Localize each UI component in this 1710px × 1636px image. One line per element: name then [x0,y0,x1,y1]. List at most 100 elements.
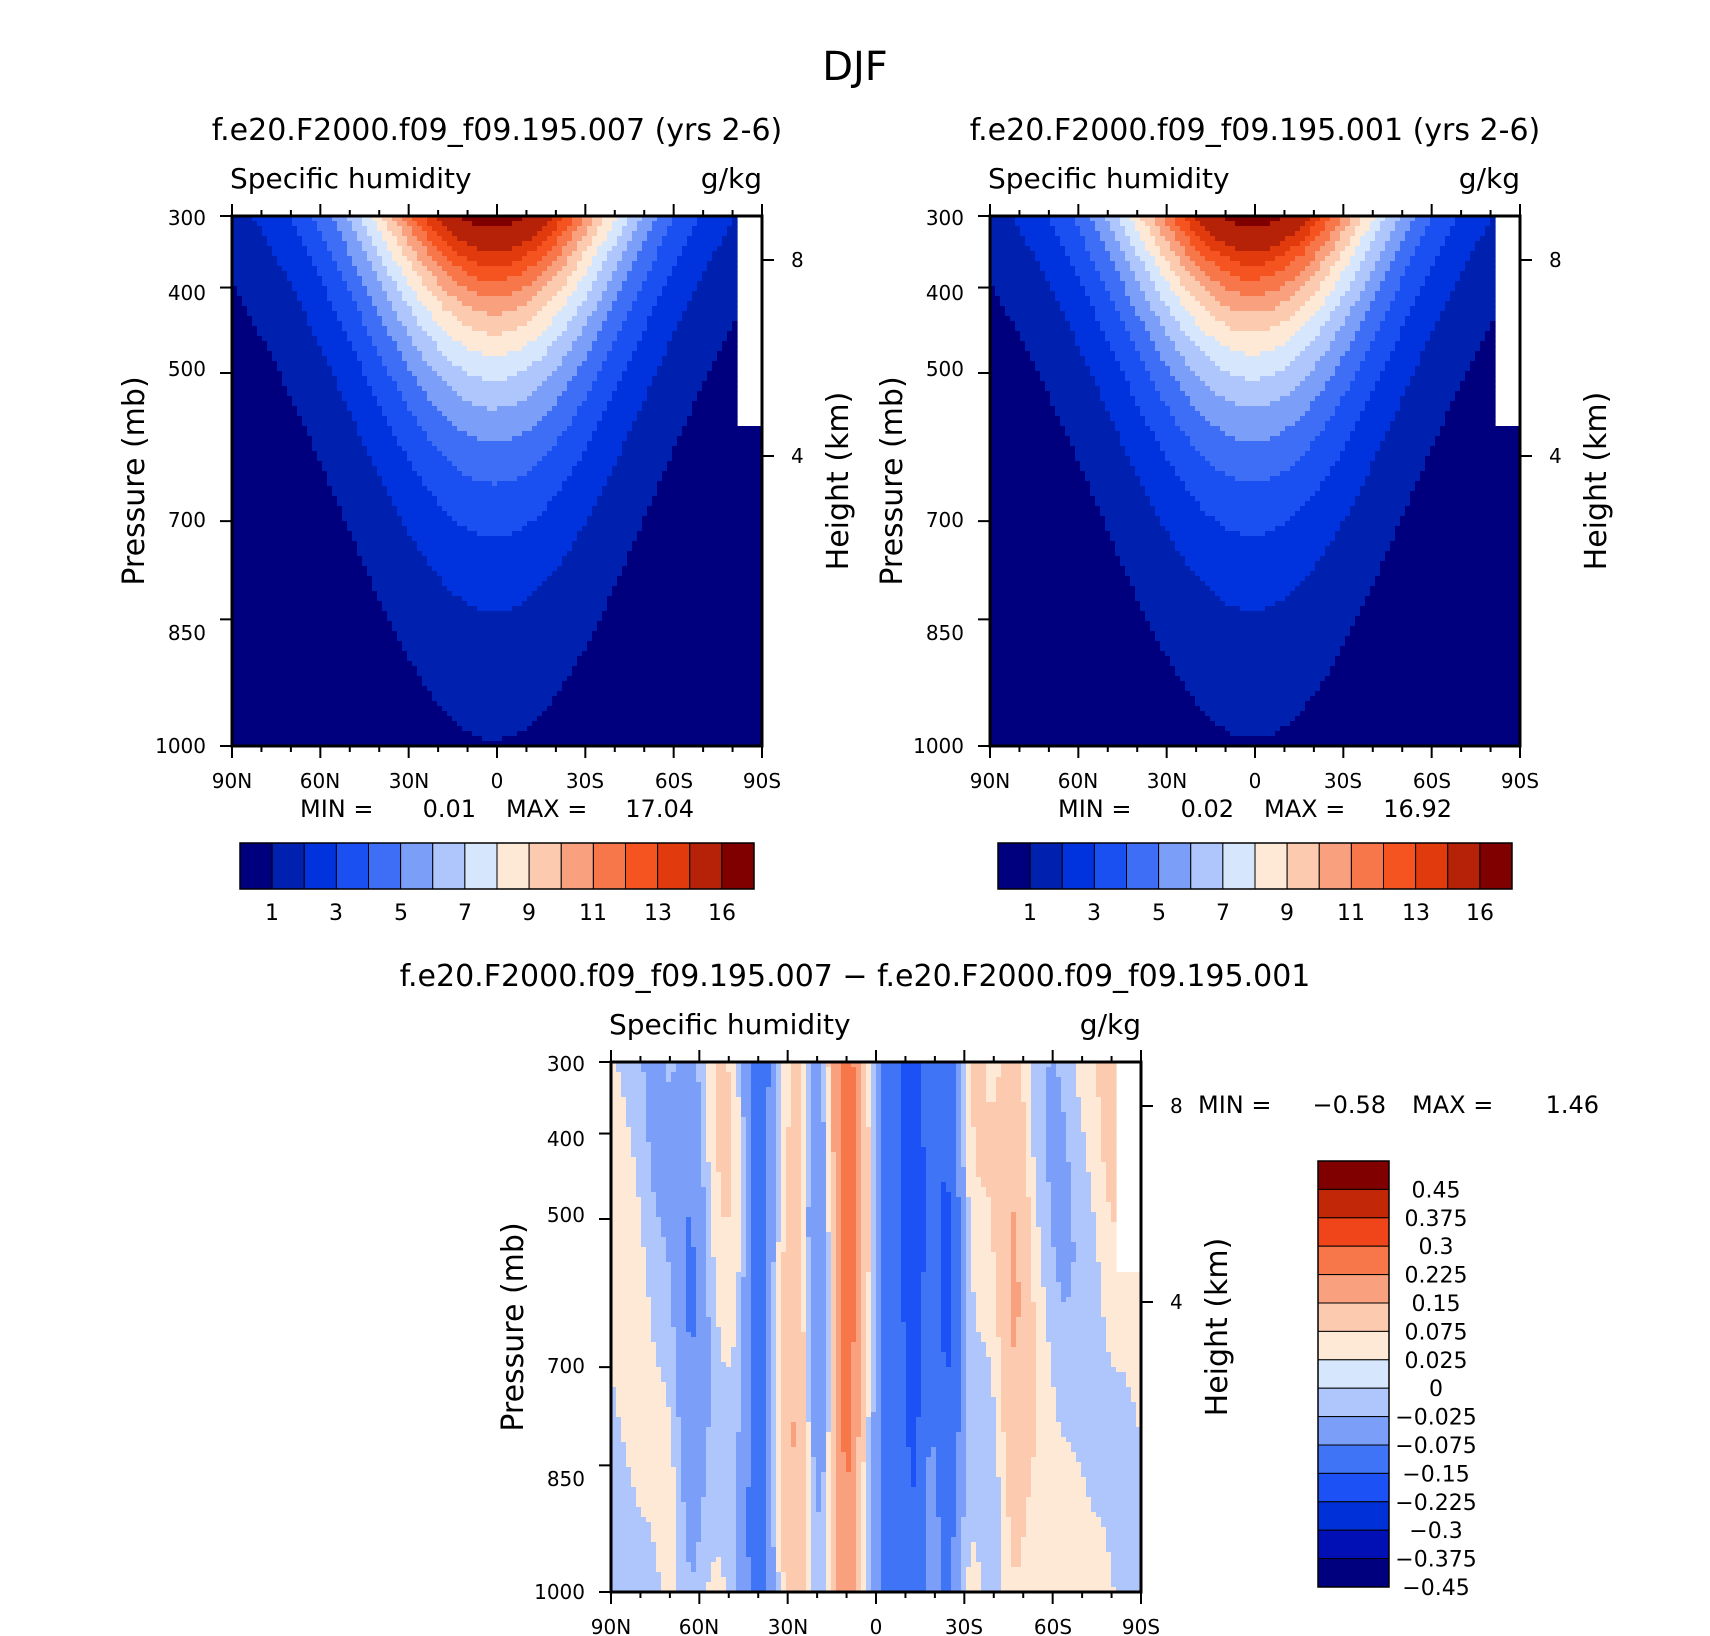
heatmap-cell [607,286,613,292]
heatmap-cell [417,391,423,397]
heatmap-cell [622,216,628,222]
heatmap-cell [327,321,333,327]
heatmap-cell [402,281,408,287]
heatmap-cell [597,406,603,412]
heatmap-cell [272,461,278,467]
heatmap-cell [612,226,618,232]
heatmap-cell [732,366,738,372]
heatmap-cell [642,231,648,237]
heatmap-cell [327,416,333,422]
heatmap-cell [402,236,408,242]
heatmap-cell [352,396,358,402]
heatmap-cell [432,411,438,417]
heatmap-cell [502,231,508,237]
heatmap-cell [587,251,593,257]
heatmap-cell [602,271,608,277]
heatmap-cell [497,346,503,352]
heatmap-cell [362,406,368,412]
heatmap-cell [382,396,388,402]
heatmap-cell [717,446,723,452]
heatmap-cell [482,236,488,242]
heatmap-cell [537,311,543,317]
heatmap-cell [302,286,308,292]
heatmap-cell [457,226,463,232]
heatmap-cell [327,371,333,377]
heatmap-cell [402,446,408,452]
heatmap-cell [617,256,623,262]
heatmap-cell [297,421,303,427]
heatmap-cell [552,331,558,337]
heatmap-cell [282,406,288,412]
heatmap-cell [332,446,338,452]
heatmap-cell [497,441,503,447]
heatmap-cell [602,411,608,417]
heatmap-cell [467,411,473,417]
heatmap-cell [632,316,638,322]
heatmap-cell [312,386,318,392]
heatmap-cell [282,336,288,342]
heatmap-cell [327,441,333,447]
heatmap-cell [722,276,728,282]
heatmap-cell [327,396,333,402]
heatmap-cell [427,316,433,322]
heatmap-cell [297,276,303,282]
heatmap-cell [307,331,313,337]
heatmap-cell [477,446,483,452]
heatmap-cell [312,306,318,312]
heatmap-cell [337,351,343,357]
heatmap-cell [702,291,708,297]
heatmap-cell [467,371,473,377]
heatmap-cell [237,406,243,412]
heatmap-cell [547,336,553,342]
heatmap-cell [357,231,363,237]
heatmap-cell [677,391,683,397]
heatmap-cell [597,421,603,427]
heatmap-cell [497,411,503,417]
heatmap-cell [707,301,713,307]
heatmap-cell [317,381,323,387]
heatmap-cell [682,311,688,317]
heatmap-cell [262,281,268,287]
heatmap-cell [472,426,478,432]
heatmap-cell [472,311,478,317]
heatmap-cell [732,356,738,362]
heatmap-cell [372,376,378,382]
heatmap-cell [387,426,393,432]
heatmap-cell [662,451,668,457]
heatmap-cell [497,366,503,372]
heatmap-cell [717,271,723,277]
heatmap-cell [437,396,443,402]
heatmap-cell [492,316,498,322]
heatmap-cell [527,286,533,292]
heatmap-cell [397,391,403,397]
heatmap-cell [537,346,543,352]
heatmap-cell [267,326,273,332]
heatmap-cell [562,221,568,227]
heatmap-cell [427,341,433,347]
heatmap-cell [487,336,493,342]
heatmap-cell [617,346,623,352]
heatmap-cell [622,341,628,347]
heatmap-cell [667,221,673,227]
heatmap-cell [302,431,308,437]
heatmap-cell [462,406,468,412]
heatmap-cell [267,216,273,222]
heatmap-cell [317,251,323,257]
heatmap-cell [402,231,408,237]
heatmap-cell [517,431,523,437]
heatmap-cell [592,276,598,282]
heatmap-cell [337,386,343,392]
heatmap-cell [417,406,423,412]
heatmap-cell [562,356,568,362]
heatmap-cell [312,456,318,462]
heatmap-cell [432,386,438,392]
heatmap-cell [687,356,693,362]
heatmap-cell [577,251,583,257]
heatmap-cell [382,271,388,277]
heatmap-cell [532,381,538,387]
heatmap-cell [652,251,658,257]
heatmap-cell [517,436,523,442]
heatmap-cell [387,266,393,272]
heatmap-cell [367,371,373,377]
heatmap-cell [237,291,243,297]
